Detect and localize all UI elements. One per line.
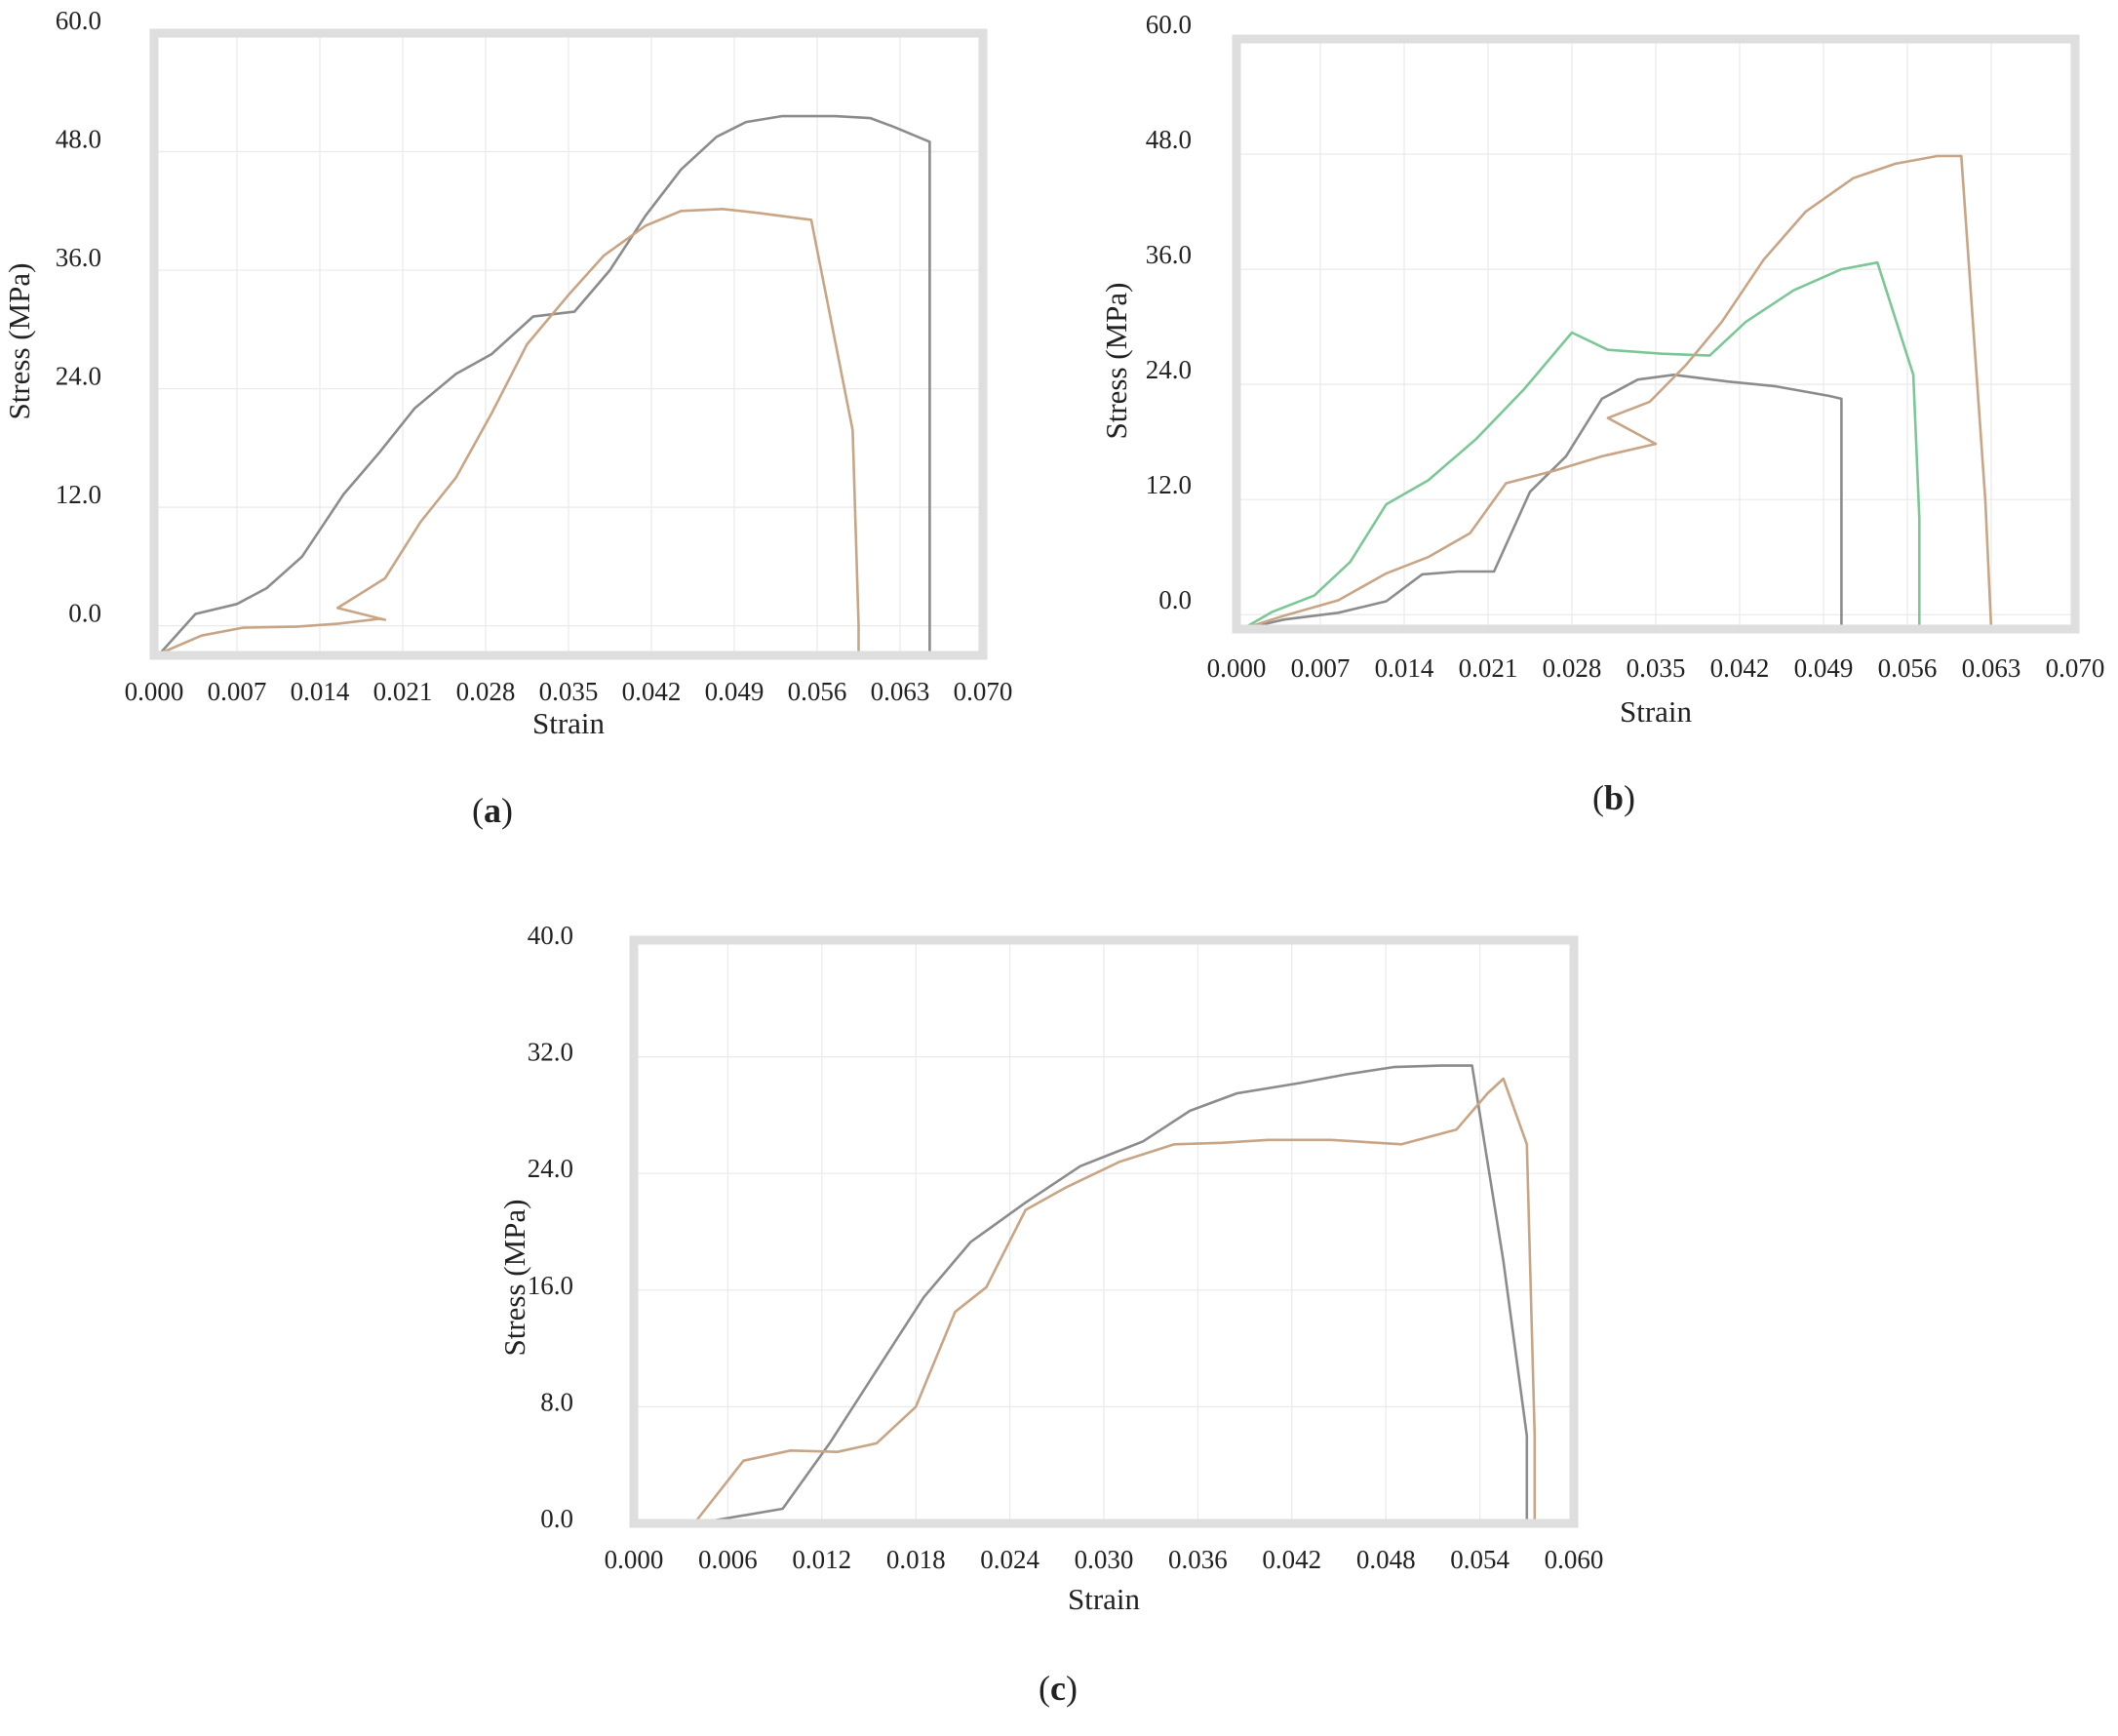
y-tick-label: 48.0	[1146, 125, 1192, 154]
y-axis-label: Stress (MPa)	[1099, 282, 1133, 439]
x-tick-label: 0.035	[539, 677, 599, 706]
x-tick-label: 0.049	[705, 677, 765, 706]
y-tick-label: 16.0	[528, 1271, 573, 1300]
x-tick-label: 0.007	[1291, 653, 1351, 683]
caption-b: (b)	[1591, 778, 1636, 817]
chart-c: 0.000 0.006 0.012 0.018 0.024 0.030 0.036 0.042…	[497, 921, 1604, 1616]
x-tick-label: 0.048	[1356, 1545, 1416, 1574]
x-axis-label: Strain	[1068, 1582, 1141, 1616]
chart-b: 0.000 0.007 0.014 0.021 0.028 0.035 0.042 0.049…	[1099, 10, 2105, 729]
caption-b-label: b	[1603, 778, 1625, 817]
x-tick-label: 0.028	[1543, 653, 1602, 683]
y-tick-label: 12.0	[1146, 470, 1192, 499]
x-tick-label: 0.006	[698, 1545, 758, 1574]
y-tick-label: 40.0	[528, 921, 573, 950]
x-tick-label: 0.054	[1450, 1545, 1510, 1574]
series-line-green	[1240, 260, 1921, 631]
x-tick-label: 0.014	[1375, 653, 1434, 683]
y-tick-label: 32.0	[528, 1038, 573, 1067]
x-tick-label: 0.028	[456, 677, 516, 706]
x-tick-label: 0.007	[208, 677, 267, 706]
y-tick-label: 36.0	[1146, 240, 1192, 269]
x-tick-label: 0.030	[1075, 1545, 1134, 1574]
x-tick-label: 0.063	[1962, 653, 2021, 683]
caption-a: (a)	[472, 791, 513, 830]
x-tick-label: 0.056	[1878, 653, 1938, 683]
plot-frame	[149, 28, 988, 660]
x-tick-label: 0.036	[1168, 1545, 1228, 1574]
chart-a: 0.000 0.007 0.014 0.021 0.028 0.035 0.042 0.049…	[2, 6, 1013, 740]
y-tick-label: 0.0	[1158, 585, 1192, 614]
x-tick-label: 0.042	[1710, 653, 1770, 683]
y-tick-label: 60.0	[56, 6, 101, 35]
x-tick-label: 0.012	[792, 1545, 851, 1574]
x-tick-label: 0.014	[291, 677, 350, 706]
x-tick-label: 0.063	[871, 677, 930, 706]
series-line-tan	[1240, 154, 1993, 631]
y-axis-label: Stress (MPa)	[497, 1199, 531, 1356]
x-tick-label: 0.070	[2046, 653, 2105, 683]
x-tick-label: 0.024	[980, 1545, 1039, 1574]
y-tick-label: 8.0	[540, 1387, 573, 1416]
x-axis-label: Strain	[1620, 694, 1693, 729]
y-tick-label: 60.0	[1146, 10, 1192, 39]
x-tick-label: 0.056	[788, 677, 847, 706]
x-tick-label: 0.035	[1627, 653, 1686, 683]
x-tick-label: 0.000	[605, 1545, 664, 1574]
x-tick-label: 0.000	[125, 677, 184, 706]
series-line-gray	[158, 114, 931, 655]
y-tick-label: 24.0	[56, 362, 101, 391]
caption-c: (c)	[1039, 1669, 1078, 1708]
x-tick-label: 0.021	[1459, 653, 1518, 683]
x-tick-label: 0.018	[886, 1545, 946, 1574]
x-tick-label: 0.070	[954, 677, 1013, 706]
y-tick-label: 12.0	[56, 480, 101, 509]
series-line-gray	[1240, 373, 1843, 631]
plot-frame	[629, 935, 1579, 1528]
series-line-tan	[655, 1077, 1537, 1525]
x-axis-label: Strain	[532, 706, 606, 740]
y-tick-label: 0.0	[540, 1504, 573, 1533]
plot-frame	[1232, 34, 2080, 634]
y-tick-label: 36.0	[56, 243, 101, 272]
x-tick-label: 0.042	[1262, 1545, 1321, 1574]
y-tick-label: 24.0	[1146, 355, 1192, 384]
x-tick-label: 0.049	[1794, 653, 1854, 683]
caption-c-label: c	[1050, 1669, 1066, 1708]
y-axis-label: Stress (MPa)	[2, 262, 36, 419]
y-tick-label: 48.0	[56, 125, 101, 154]
x-tick-label: 0.021	[373, 677, 433, 706]
x-tick-label: 0.060	[1545, 1545, 1604, 1574]
y-tick-label: 24.0	[528, 1154, 573, 1183]
x-tick-label: 0.000	[1207, 653, 1267, 683]
series-line-gray	[655, 1064, 1529, 1525]
y-tick-label: 0.0	[68, 599, 101, 628]
caption-a-label: a	[484, 791, 501, 830]
series-line-tan	[158, 208, 860, 655]
x-tick-label: 0.042	[622, 677, 682, 706]
